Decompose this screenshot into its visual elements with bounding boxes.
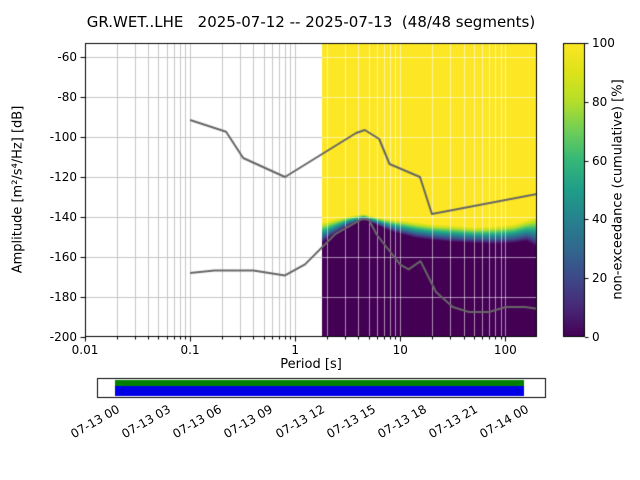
chart-title: GR.WET..LHE 2025-07-12 -- 2025-07-13 (48… bbox=[86, 13, 536, 31]
y-tick-label: -140 bbox=[49, 210, 77, 224]
x-axis-label: Period [s] bbox=[280, 357, 342, 372]
y-tick-label: -120 bbox=[49, 170, 77, 184]
x-tick-label: 10 bbox=[392, 343, 408, 357]
colorbar-tick-label: 0 bbox=[592, 330, 600, 344]
y-tick-label: -80 bbox=[57, 90, 77, 104]
x-tick-label: 0.01 bbox=[71, 343, 99, 357]
x-tick-label: 100 bbox=[493, 343, 517, 357]
y-tick-label: -160 bbox=[49, 250, 77, 264]
colorbar-tick-label: 20 bbox=[592, 271, 608, 286]
y-tick-label: -60 bbox=[57, 50, 77, 64]
x-tick-label: 0.1 bbox=[180, 343, 200, 357]
colorbar-tick-label: 40 bbox=[592, 212, 608, 227]
y-tick-label: -100 bbox=[49, 130, 77, 144]
colorbar-tick-label: 60 bbox=[592, 153, 608, 168]
y-tick-label: -180 bbox=[49, 290, 77, 304]
y-axis-label: Amplitude [m²/s⁴/Hz] [dB] bbox=[10, 105, 26, 274]
colorbar-tick-label: 100 bbox=[592, 36, 615, 50]
colorbar-tick-label: 80 bbox=[592, 94, 608, 109]
colorbar-label: non-exceedance (cumulative) [%] bbox=[610, 79, 626, 300]
y-tick-label: -200 bbox=[49, 330, 77, 344]
x-tick-label: 1 bbox=[291, 343, 299, 357]
